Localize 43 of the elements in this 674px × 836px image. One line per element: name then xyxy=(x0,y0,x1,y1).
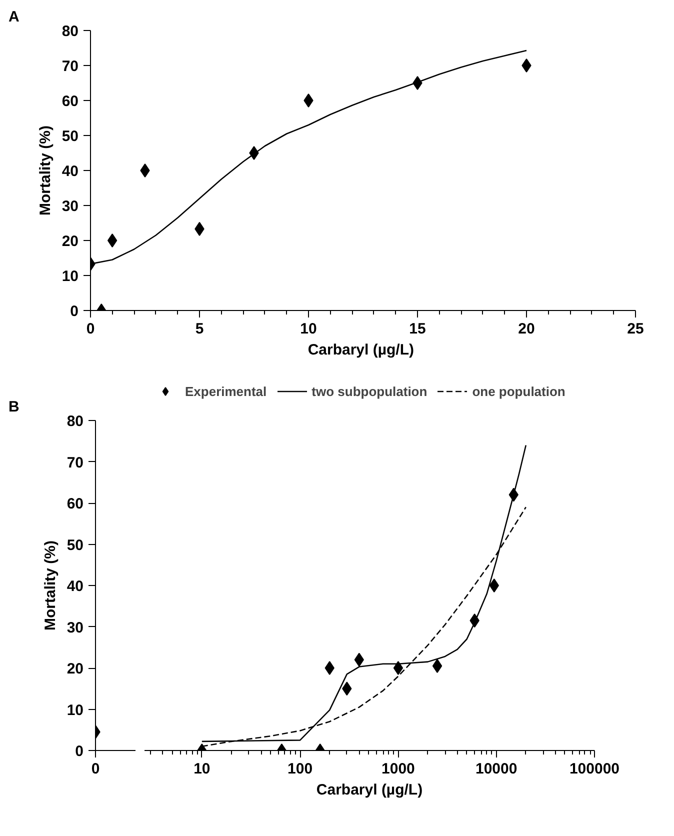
x-tick-label: 0 xyxy=(86,320,95,338)
point xyxy=(522,58,532,72)
y-tick-label: 0 xyxy=(70,303,78,320)
y-tick-label: 20 xyxy=(62,233,79,250)
y-tick-label: 40 xyxy=(62,163,79,180)
y-tick-label: 50 xyxy=(62,128,79,145)
y-tick-label: 70 xyxy=(62,58,79,75)
point xyxy=(304,94,314,108)
y-tick-label: 10 xyxy=(62,268,79,285)
x-tick-label: 100000 xyxy=(569,760,620,778)
chart-title: A xyxy=(8,8,20,26)
x-tick-label: 0 xyxy=(91,760,100,778)
x-tick-label: 25 xyxy=(627,320,644,338)
x-tick-label: 5 xyxy=(195,320,204,338)
y-tick-label: 20 xyxy=(66,660,84,678)
y-axis-title: Mortality (%) xyxy=(36,125,54,216)
legend-label: two subpopulation xyxy=(312,384,428,398)
x-tick-label: 10000 xyxy=(476,760,518,778)
y-tick-label: 80 xyxy=(66,413,84,430)
y-tick-label: 10 xyxy=(66,702,84,719)
point xyxy=(107,234,118,248)
y-tick-label: 60 xyxy=(66,496,84,512)
x-tick-label: 20 xyxy=(518,320,535,338)
x-axis-title: Carbaryl (µg/L) xyxy=(316,782,423,798)
y-tick-label: 50 xyxy=(66,536,84,554)
y-tick-label: 0 xyxy=(75,743,84,760)
x-tick-label: 10 xyxy=(300,320,317,338)
x-tick-label: 100 xyxy=(288,760,313,778)
x-tick-label: 1000 xyxy=(382,760,415,778)
legend-label: one population xyxy=(472,384,566,398)
y-tick-label: 60 xyxy=(62,93,79,110)
x-tick-label: 10 xyxy=(194,760,210,778)
y-tick-label: 30 xyxy=(62,198,79,215)
x-axis-title: Carbaryl (µg/L) xyxy=(308,342,414,358)
y-axis-title: Mortality (%) xyxy=(42,540,59,630)
legend-label: Experimental xyxy=(185,384,267,398)
x-tick-label: 15 xyxy=(409,320,426,338)
y-tick-label: 70 xyxy=(66,454,84,472)
y-tick-label: 30 xyxy=(66,619,84,636)
chart-title: B xyxy=(8,398,20,416)
point xyxy=(140,164,150,178)
y-tick-label: 80 xyxy=(62,23,79,40)
y-tick-label: 40 xyxy=(66,578,84,595)
